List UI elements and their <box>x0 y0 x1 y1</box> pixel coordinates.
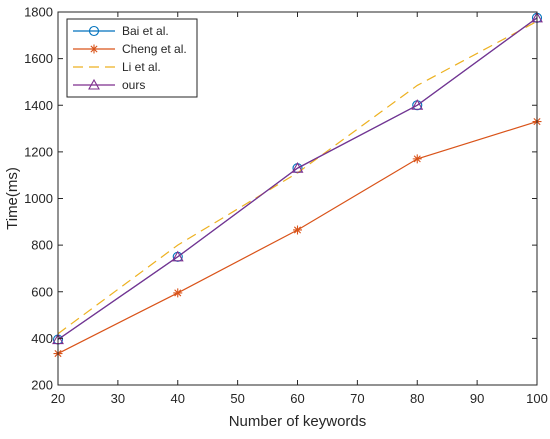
legend-item-1: Bai et al. <box>73 24 169 38</box>
x-tick-label: 30 <box>111 391 125 406</box>
x-tick-label: 60 <box>290 391 304 406</box>
series-3-line <box>57 20 538 335</box>
legend: Bai et al. Cheng et al. Li et al. ours <box>66 18 198 98</box>
x-tick-label: 40 <box>171 391 185 406</box>
legend-label: Cheng et al. <box>122 42 187 56</box>
y-tick-label: 1600 <box>24 51 53 66</box>
series-4-line <box>57 17 538 341</box>
legend-marker <box>88 78 100 90</box>
series-2-point-3 <box>293 225 302 235</box>
legend-item-2: Cheng et al. <box>73 42 187 56</box>
legend-box <box>66 18 198 98</box>
legend-item-3: Li et al. <box>73 60 161 74</box>
legend-label: ours <box>122 78 145 92</box>
x-tick-label: 70 <box>350 391 364 406</box>
series-2-point-4 <box>412 154 422 164</box>
series-3 <box>57 20 538 335</box>
y-tick-label: 200 <box>31 378 53 393</box>
x-tick-label: 80 <box>410 391 424 406</box>
series-4-point-4 <box>411 99 424 110</box>
y-tick-label: 600 <box>31 284 53 299</box>
x-tick-label: 100 <box>526 391 548 406</box>
y-tick-label: 400 <box>31 331 53 346</box>
series-4-point-2 <box>171 250 184 262</box>
legend-marker <box>89 44 99 54</box>
x-axis-label: Number of keywords <box>229 413 367 430</box>
x-tick-label: 50 <box>230 391 244 406</box>
x-tick-label: 90 <box>470 391 484 406</box>
legend-label: Bai et al. <box>122 24 169 38</box>
y-tick-label: 800 <box>31 238 53 253</box>
legend-label: Li et al. <box>122 60 161 74</box>
series-4-point-3 <box>291 162 304 173</box>
series-2-point-2 <box>173 288 183 298</box>
legend-item-4: ours <box>73 78 145 92</box>
y-tick-label: 1800 <box>24 5 53 20</box>
legend-marker <box>88 25 100 37</box>
y-tick-label: 1200 <box>24 144 53 159</box>
x-tick-label: 20 <box>51 391 65 406</box>
axes-layer: 20 30 40 50 60 70 80 90 100 200 400 600 800 1000 1200 1… <box>24 5 548 407</box>
y-axis-label: Time(ms) <box>4 167 21 230</box>
y-tick-label: 1000 <box>24 191 53 206</box>
y-tick-label: 1400 <box>24 98 53 113</box>
